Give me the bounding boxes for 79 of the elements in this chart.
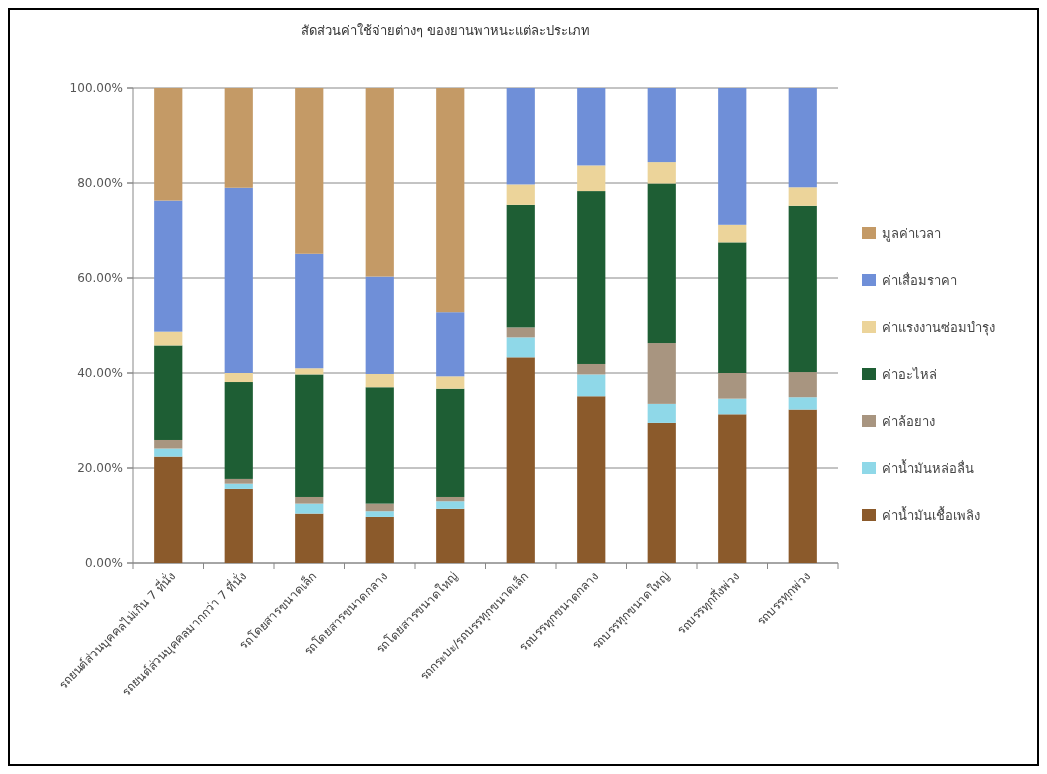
bar	[224, 483, 253, 489]
bar	[577, 374, 606, 397]
bar	[224, 88, 253, 188]
bar	[365, 511, 394, 517]
legend-label: ค่าน้ำมันเชื้อเพลิง	[882, 505, 980, 523]
bar	[436, 88, 465, 313]
bar	[365, 503, 394, 512]
bar	[436, 312, 465, 377]
bar	[788, 372, 817, 398]
bar	[436, 501, 465, 509]
bar	[295, 513, 324, 563]
bar	[788, 187, 817, 206]
bar	[365, 516, 394, 563]
bar	[788, 397, 817, 410]
chart-title: สัดส่วนค่าใช้จ่ายต่างๆ ของยานพาหนะแต่ละประเภท	[300, 23, 591, 38]
bar	[647, 162, 676, 184]
y-tick-label: 20.00%	[77, 461, 123, 476]
legend-label: ค่าน้ำมันหล่อลื่น	[882, 458, 974, 476]
bar	[154, 439, 183, 449]
legend-label: ค่าล้อยาง	[882, 413, 935, 429]
bar	[647, 422, 676, 563]
bar	[295, 503, 324, 514]
bar	[365, 276, 394, 374]
bar	[506, 327, 535, 338]
bar	[436, 496, 465, 502]
bar	[506, 204, 535, 328]
bar	[506, 337, 535, 358]
bar	[577, 191, 606, 364]
bar	[436, 376, 465, 389]
bar	[224, 382, 253, 479]
bar	[577, 363, 606, 375]
bar	[365, 373, 394, 388]
bar	[718, 373, 747, 399]
bar	[154, 200, 183, 332]
bar	[154, 345, 183, 440]
bar	[647, 183, 676, 344]
bar	[788, 409, 817, 563]
bar	[718, 414, 747, 563]
bar	[224, 187, 253, 373]
bar	[718, 242, 747, 373]
y-tick-label: 0.00%	[84, 556, 123, 571]
bar	[436, 508, 465, 563]
legend-label: ค่าแรงงานซ่อมบำรุง	[882, 319, 995, 336]
bar	[577, 396, 606, 563]
bar	[647, 403, 676, 423]
y-tick-label: 100.00%	[69, 81, 123, 96]
bar	[224, 488, 253, 563]
y-tick-label: 40.00%	[77, 366, 123, 381]
bar	[718, 398, 747, 415]
bar	[577, 88, 606, 166]
legend-label: ค่าเสื่อมราคา	[882, 271, 957, 288]
bar	[295, 88, 324, 254]
bar	[154, 88, 183, 201]
bar	[718, 88, 747, 225]
bar	[365, 88, 394, 277]
legend-label: มูลค่าเวลา	[882, 225, 941, 242]
bar	[154, 456, 183, 563]
y-tick-label: 60.00%	[77, 271, 123, 286]
bar	[647, 343, 676, 404]
bar	[224, 478, 253, 484]
bar	[647, 88, 676, 163]
bar	[295, 374, 324, 497]
legend-label: ค่าอะไหล่	[882, 366, 937, 382]
bar	[224, 373, 253, 383]
bar	[506, 88, 535, 185]
bar	[295, 368, 324, 375]
bar	[154, 448, 183, 457]
bar	[154, 331, 183, 346]
bar	[365, 387, 394, 504]
bar	[506, 184, 535, 205]
bar	[788, 88, 817, 188]
bar	[788, 205, 817, 373]
bar	[718, 224, 747, 243]
bar	[506, 357, 535, 563]
bar	[295, 496, 324, 504]
bar	[295, 253, 324, 369]
bar	[436, 388, 465, 497]
bar	[577, 165, 606, 192]
y-tick-label: 80.00%	[77, 176, 123, 191]
